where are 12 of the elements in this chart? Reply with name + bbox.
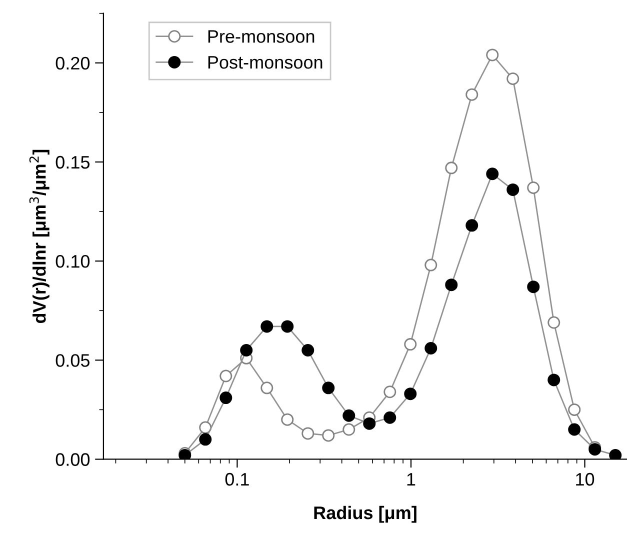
- y-tick-label: 0.15: [56, 156, 90, 169]
- y-axis-title: dV(r)/dlnr [μm$^{3}$/μm$^{2}$]: [29, 150, 50, 324]
- y-tick-label: 0.10: [56, 255, 90, 268]
- x-tick-label: 0.1: [225, 472, 249, 486]
- x-tick-label: 1: [407, 473, 416, 486]
- x-axis-title: Radius [μm]: [314, 506, 416, 523]
- y-tick-label: 0.05: [56, 354, 90, 367]
- legend-label: Pre-monsoon: [208, 30, 314, 43]
- x-tick-label: 10: [576, 472, 594, 486]
- y-tick-label: 0.00: [56, 453, 90, 466]
- y-tick-label: 0.20: [56, 56, 90, 70]
- legend-label: Post-monsoon: [208, 56, 322, 69]
